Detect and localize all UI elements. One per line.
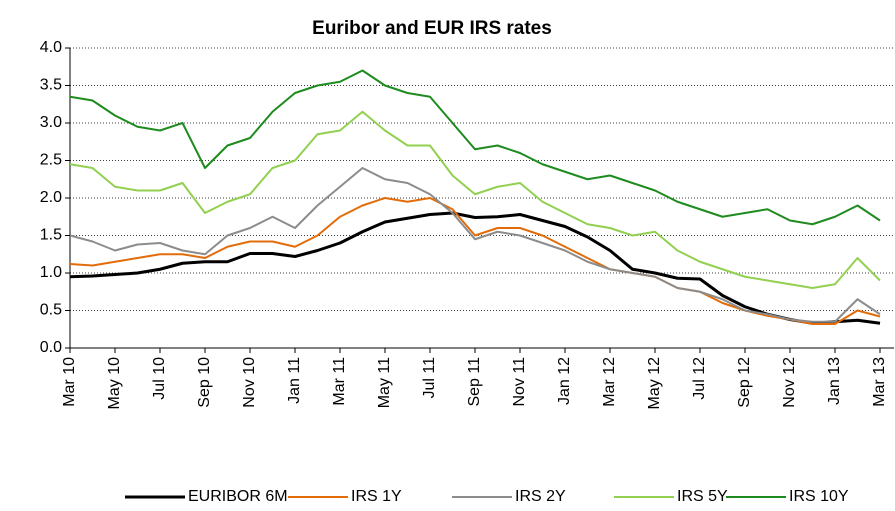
- legend-label: IRS 1Y: [351, 488, 402, 505]
- x-tick-label: Jul 12: [691, 357, 708, 400]
- x-tick-label: Mar 11: [331, 357, 348, 406]
- y-tick-label: 2.0: [40, 189, 62, 206]
- legend-label: IRS 2Y: [515, 488, 566, 505]
- x-tick-label: May 10: [106, 357, 123, 410]
- x-tick-label: Sep 11: [466, 357, 483, 407]
- x-tick-label: Jul 11: [421, 357, 438, 399]
- y-tick-label: 4.0: [40, 39, 62, 56]
- legend-label: EURIBOR 6M: [188, 488, 288, 505]
- x-tick-label: Jan 12: [556, 357, 573, 405]
- line-series: [69, 69, 881, 226]
- y-tick-label: 1.5: [40, 227, 62, 244]
- chart-title: Euribor and EUR IRS rates: [312, 18, 552, 39]
- y-tick-label: 2.5: [40, 152, 62, 169]
- x-tick-label: May 11: [376, 357, 393, 408]
- x-tick-label: Nov 12: [781, 357, 798, 408]
- legend-label: IRS 5Y: [677, 488, 728, 505]
- line-series: [69, 211, 881, 325]
- y-tick-label: 3.5: [40, 77, 62, 94]
- x-tick-label: May 12: [646, 357, 663, 410]
- line-series: [69, 167, 881, 323]
- x-tick-label: Nov 10: [241, 357, 258, 408]
- x-tick-label: Mar 13: [871, 357, 888, 407]
- x-tick-label: Mar 10: [61, 357, 78, 407]
- x-tick-label: Nov 11: [511, 357, 528, 407]
- y-tick-label: 0.0: [40, 339, 62, 356]
- legend-label: IRS 10Y: [789, 488, 849, 505]
- x-tick-label: Sep 10: [196, 357, 213, 408]
- y-tick-label: 1.0: [40, 264, 62, 281]
- x-tick-label: Mar 12: [601, 357, 618, 407]
- x-tick-label: Sep 12: [736, 357, 753, 408]
- y-tick-label: 3.0: [40, 114, 62, 131]
- x-tick-label: Jan 11: [286, 357, 303, 404]
- y-tick-label: 0.5: [40, 302, 62, 319]
- x-tick-label: Jan 13: [826, 357, 843, 405]
- line-series: [69, 110, 881, 289]
- x-tick-label: Jul 10: [151, 357, 168, 400]
